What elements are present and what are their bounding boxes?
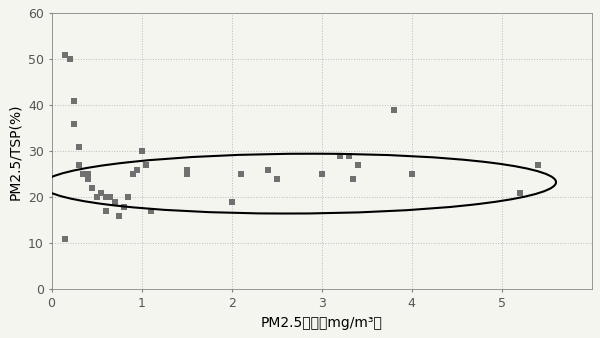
Point (146, 209, 155, 214)
Point (60, 52, 70, 57)
Point (407, 172, 416, 177)
Point (141, 163, 151, 168)
Point (533, 163, 542, 168)
Point (60, 236, 70, 242)
Point (87, 186, 97, 191)
Point (105, 195, 115, 200)
Point (344, 153, 353, 159)
Point (69, 121, 79, 126)
Point (236, 172, 245, 177)
Point (132, 167, 142, 172)
Point (389, 107, 398, 113)
Point (114, 213, 124, 219)
Point (128, 172, 137, 177)
Point (74, 144, 83, 149)
Point (96, 190, 106, 195)
Point (272, 176, 281, 182)
Point (515, 190, 524, 195)
Point (182, 172, 191, 177)
Point (263, 167, 272, 172)
Point (65, 57, 74, 62)
Point (227, 199, 236, 205)
Point (69, 98, 79, 103)
Point (92, 195, 101, 200)
Point (101, 209, 110, 214)
Point (353, 163, 362, 168)
Point (137, 149, 146, 154)
Point (74, 163, 83, 168)
Point (119, 204, 128, 209)
Y-axis label: PM2.5/TSP(%): PM2.5/TSP(%) (8, 103, 22, 200)
Point (317, 172, 326, 177)
X-axis label: PM2.5浓度（mg/m³）: PM2.5浓度（mg/m³） (260, 316, 383, 330)
Point (101, 195, 110, 200)
Point (182, 167, 191, 172)
Point (349, 176, 358, 182)
Point (78, 172, 88, 177)
Point (83, 172, 92, 177)
Point (335, 153, 344, 159)
Point (110, 199, 119, 205)
Point (123, 195, 133, 200)
Point (83, 176, 92, 182)
